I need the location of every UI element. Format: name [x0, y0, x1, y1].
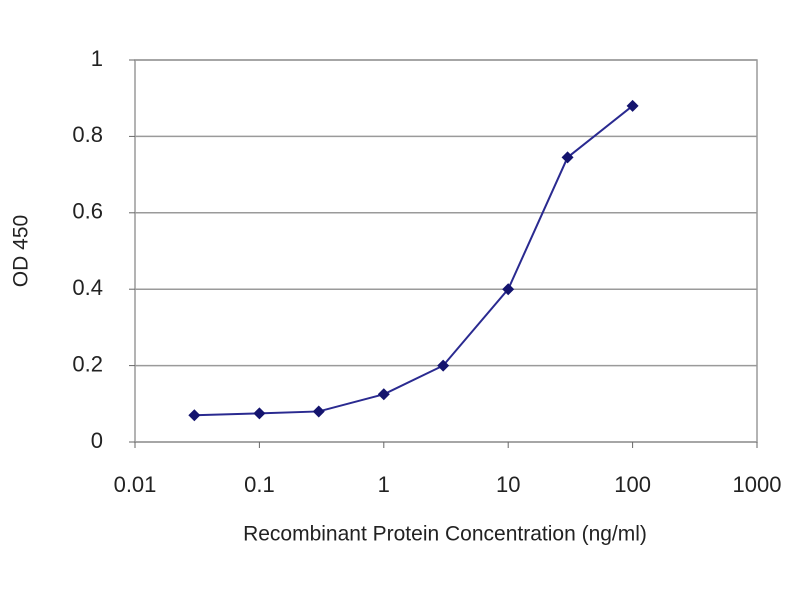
data-point [253, 407, 266, 420]
data-point [377, 388, 390, 401]
x-tick-label: 0.01 [114, 472, 157, 497]
x-tick-label: 1 [378, 472, 390, 497]
x-tick-label: 10 [496, 472, 520, 497]
y-tick-label: 1 [91, 46, 103, 71]
y-axis-title: OD 450 [10, 215, 33, 287]
data-line [194, 105, 634, 417]
y-tick-label: 0.6 [72, 199, 103, 224]
x-tick-label: 1000 [733, 472, 782, 497]
data-point [437, 359, 450, 372]
data-point [502, 283, 515, 296]
y-tick-label: 0.2 [72, 351, 103, 376]
data-point [561, 151, 574, 164]
x-tick-label: 100 [614, 472, 651, 497]
x-tick-label: 0.1 [244, 472, 275, 497]
y-tick-label: 0 [91, 428, 103, 453]
plot-area [134, 59, 758, 443]
y-tick-label: 0.8 [72, 122, 103, 147]
data-point [626, 99, 639, 112]
x-axis-title: Recombinant Protein Concentration (ng/ml… [243, 523, 647, 546]
data-point [312, 405, 325, 418]
y-tick-label: 0.4 [72, 275, 103, 300]
data-point [188, 409, 201, 422]
